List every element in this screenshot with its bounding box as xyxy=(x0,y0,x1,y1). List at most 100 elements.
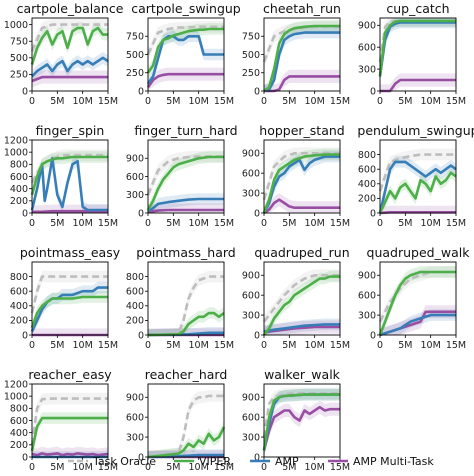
series-band-mt xyxy=(32,328,108,335)
x-tick-label: 10M xyxy=(189,96,209,107)
series-line-viper xyxy=(30,295,108,329)
chart-title: cup_catch xyxy=(386,1,449,16)
y-tick-label: 600 xyxy=(126,287,144,298)
chart-panel: quadruped_walk 0 300 600 900 0 5M 10M 15M xyxy=(358,245,470,351)
x-tick-label: 5M xyxy=(50,462,64,473)
y-tick-label: 0 xyxy=(22,86,28,97)
legend-item-mt: AMP Multi-Task xyxy=(328,455,434,468)
y-tick-label: 600 xyxy=(358,43,376,54)
x-tick-label: 5M xyxy=(398,218,412,229)
x-tick-label: 10M xyxy=(73,340,93,351)
x-tick-label: 5M xyxy=(166,96,180,107)
y-tick-label: 200 xyxy=(10,316,28,327)
y-tick-label: 300 xyxy=(242,310,260,321)
series-line-amp xyxy=(30,286,108,332)
x-tick-label: 15M xyxy=(330,340,350,351)
series-line-amp xyxy=(31,56,109,78)
y-tick-label: 600 xyxy=(358,165,376,176)
x-tick-label: 5M xyxy=(282,218,296,229)
chart-panel: pendulum_swingup 0 200 400 600 800 0 5M 10M 15M xyxy=(357,123,474,229)
series-line-viper xyxy=(147,426,226,459)
series-band-viper xyxy=(148,421,224,457)
x-tick-label: 5M xyxy=(398,96,412,107)
y-tick-label: 0 xyxy=(254,208,260,219)
y-tick-label: 750 xyxy=(126,32,144,43)
x-tick-label: 15M xyxy=(446,340,466,351)
x-tick-label: 15M xyxy=(446,218,466,229)
x-tick-label: 5M xyxy=(166,340,180,351)
x-tick-label: 5M xyxy=(50,218,64,229)
y-tick-label: 200 xyxy=(10,196,28,207)
x-tick-label: 10M xyxy=(189,340,209,351)
y-tick-label: 300 xyxy=(126,432,144,443)
series-line-viper xyxy=(146,27,224,74)
y-tick-label: 900 xyxy=(358,271,376,282)
series-line-amp xyxy=(263,31,340,93)
chart-title: finger_turn_hard xyxy=(134,123,237,138)
series-band-oracle xyxy=(264,147,340,206)
chart-panel: cartpole_swingup 0 250 500 750 0 5M 10M 15M xyxy=(126,1,241,107)
series-line-oracle xyxy=(146,25,224,56)
x-tick-label: 15M xyxy=(330,462,350,473)
legend-label: AMP Multi-Task xyxy=(353,455,434,468)
series-line-viper xyxy=(262,153,340,214)
chart-panel: cheetah_run 0 250 500 750 0 5M 10M 15M xyxy=(242,1,350,107)
x-tick-label: 0 xyxy=(29,96,35,107)
series-line-mt xyxy=(262,405,340,451)
chart-title: cartpole_balance xyxy=(17,1,124,16)
series-line-amp xyxy=(378,21,456,77)
x-tick-label: 15M xyxy=(214,218,234,229)
x-tick-label: 0 xyxy=(261,462,267,473)
y-tick-label: 600 xyxy=(126,412,144,423)
series-band-mt xyxy=(32,70,108,88)
x-tick-label: 10M xyxy=(421,218,441,229)
y-tick-label: 0 xyxy=(22,208,28,219)
series-line-oracle xyxy=(147,394,224,459)
y-tick-label: 0 xyxy=(22,330,28,341)
x-tick-label: 5M xyxy=(166,462,180,473)
chart-panel: pointmass_hard 0 200 400 600 800 0 5M 10M 15M xyxy=(126,245,236,351)
chart-panel: reacher_hard 0 300 600 900 0 5M 10M 15M xyxy=(126,367,234,473)
x-tick-label: 0 xyxy=(377,218,383,229)
axes-frame xyxy=(147,383,225,458)
y-tick-label: 0 xyxy=(370,330,376,341)
x-tick-label: 15M xyxy=(214,96,234,107)
series-line-amp xyxy=(147,197,224,213)
series-line-viper xyxy=(146,155,224,211)
y-tick-label: 300 xyxy=(242,188,260,199)
axes-frame xyxy=(379,139,457,214)
series-line-amp xyxy=(263,323,340,333)
y-tick-label: 600 xyxy=(242,412,260,423)
series-line-mt xyxy=(263,198,340,215)
chart-panel: cartpole_balance 0 250 500 750 1000 0 5M 10M 15M xyxy=(4,1,124,107)
y-tick-label: 300 xyxy=(358,310,376,321)
y-tick-label: 400 xyxy=(126,301,144,312)
series-line-viper xyxy=(263,24,340,93)
series-line-mt xyxy=(31,452,109,457)
series-band-viper xyxy=(32,291,108,334)
x-tick-label: 0 xyxy=(29,340,35,351)
chart-panel: pointmass_easy 0 200 400 600 800 0 5M 10M 15M xyxy=(10,245,121,351)
x-tick-label: 15M xyxy=(98,462,118,473)
legend-item-oracle: Task Oracle xyxy=(68,455,156,468)
series-band-amp xyxy=(380,18,456,83)
x-tick-label: 15M xyxy=(98,96,118,107)
y-tick-label: 300 xyxy=(126,190,144,201)
series-line-viper xyxy=(262,393,340,451)
legend-label: Task Oracle xyxy=(92,455,156,468)
axes-frame xyxy=(147,261,225,336)
y-tick-label: 900 xyxy=(242,393,260,404)
x-tick-label: 10M xyxy=(305,340,325,351)
y-tick-label: 0 xyxy=(370,86,376,97)
y-tick-label: 250 xyxy=(10,70,28,81)
series-band-mt xyxy=(264,400,340,457)
series-band-viper xyxy=(148,307,224,335)
y-tick-label: 200 xyxy=(126,316,144,327)
series-line-mt xyxy=(264,75,340,93)
y-tick-label: 900 xyxy=(242,149,260,160)
series-band-oracle xyxy=(32,270,108,319)
y-tick-label: 400 xyxy=(358,179,376,190)
series-line-oracle xyxy=(147,275,224,337)
y-tick-label: 500 xyxy=(10,53,28,64)
